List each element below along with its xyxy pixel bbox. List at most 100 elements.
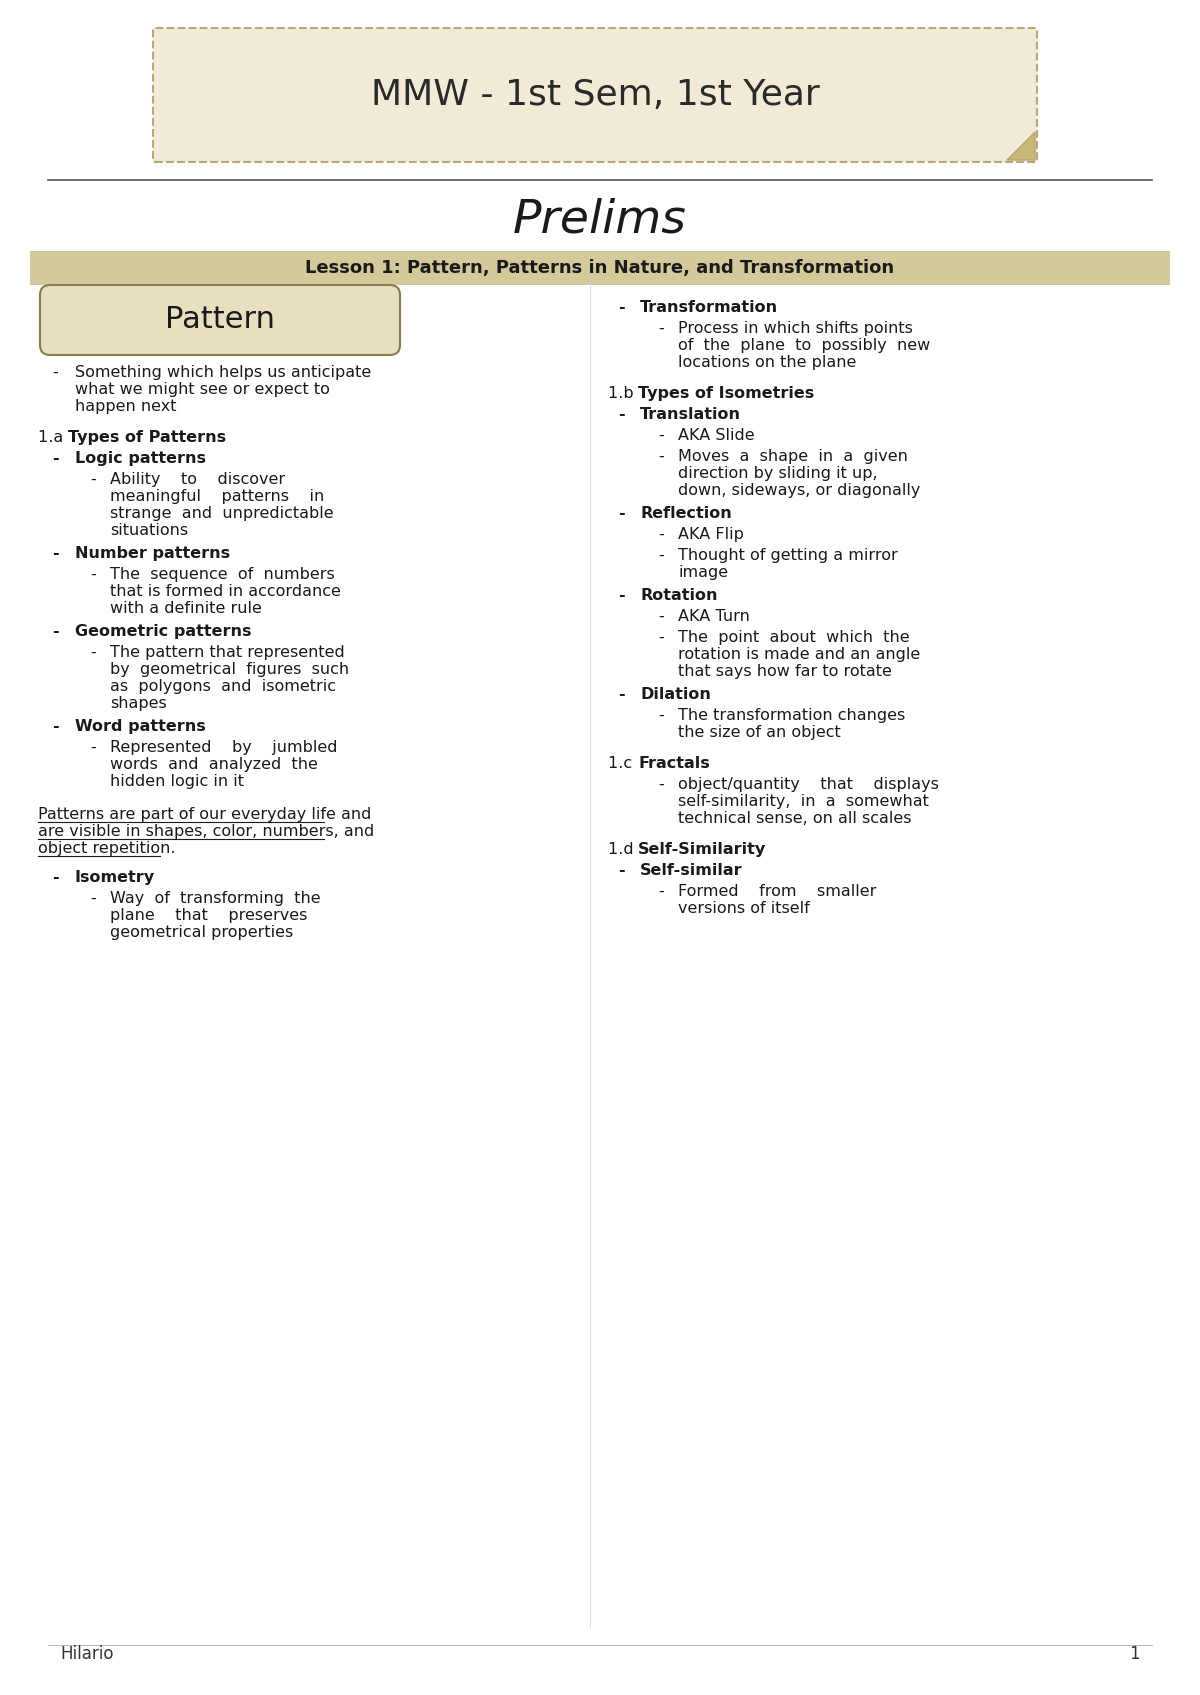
Text: -: - [52,451,59,466]
Text: -: - [658,631,664,646]
Text: Dilation: Dilation [640,686,710,702]
Text: The  sequence  of  numbers: The sequence of numbers [110,568,335,581]
Text: -: - [618,863,625,878]
Text: -: - [90,892,96,907]
Text: with a definite rule: with a definite rule [110,602,262,615]
Text: versions of itself: versions of itself [678,902,810,915]
Text: locations on the plane: locations on the plane [678,354,857,370]
Text: AKA Flip: AKA Flip [678,527,744,542]
Text: 1.c: 1.c [608,756,637,771]
Text: Word patterns: Word patterns [74,719,205,734]
Text: situations: situations [110,524,188,537]
Text: -: - [52,546,59,561]
Text: -: - [658,449,664,464]
Text: Patterns are part of our everyday life and: Patterns are part of our everyday life a… [38,807,371,822]
Text: The pattern that represented: The pattern that represented [110,646,344,659]
Polygon shape [1007,132,1034,159]
Text: 1.b: 1.b [608,386,638,402]
Text: -: - [52,624,59,639]
Text: Hilario: Hilario [60,1646,114,1663]
Text: 1: 1 [1129,1646,1140,1663]
Text: what we might see or expect to: what we might see or expect to [74,381,330,397]
Text: Pattern: Pattern [166,305,275,334]
Text: hidden logic in it: hidden logic in it [110,775,244,788]
Text: Translation: Translation [640,407,742,422]
Text: -: - [618,686,625,702]
Text: happen next: happen next [74,398,176,414]
Text: Types of Patterns: Types of Patterns [68,431,226,446]
Text: -: - [90,568,96,581]
Text: Formed    from    smaller: Formed from smaller [678,885,876,898]
Text: shapes: shapes [110,697,167,710]
Text: strange  and  unpredictable: strange and unpredictable [110,507,334,520]
Text: -: - [52,719,59,734]
Text: The  point  about  which  the: The point about which the [678,631,910,646]
Text: Something which helps us anticipate: Something which helps us anticipate [74,364,371,380]
FancyBboxPatch shape [154,29,1037,163]
FancyBboxPatch shape [40,285,400,354]
FancyBboxPatch shape [30,251,1170,285]
Text: object/quantity    that    displays: object/quantity that displays [678,776,938,792]
Text: -: - [618,407,625,422]
Text: AKA Turn: AKA Turn [678,609,750,624]
Text: Isometry: Isometry [74,870,155,885]
Text: -: - [658,776,664,792]
Text: Thought of getting a mirror: Thought of getting a mirror [678,547,898,563]
Text: geometrical properties: geometrical properties [110,925,293,941]
Text: Process in which shifts points: Process in which shifts points [678,320,913,336]
Text: the size of an object: the size of an object [678,725,841,741]
Text: Lesson 1: Pattern, Patterns in Nature, and Transformation: Lesson 1: Pattern, Patterns in Nature, a… [306,259,894,276]
Text: Number patterns: Number patterns [74,546,230,561]
Text: Way  of  transforming  the: Way of transforming the [110,892,320,907]
Text: are visible in shapes, color, numbers, and: are visible in shapes, color, numbers, a… [38,824,374,839]
Text: -: - [52,364,58,380]
Text: Self-similar: Self-similar [640,863,743,878]
Text: plane    that    preserves: plane that preserves [110,909,307,924]
Text: -: - [618,300,625,315]
Text: meaningful    patterns    in: meaningful patterns in [110,488,324,503]
Text: -: - [658,429,664,442]
Text: Transformation: Transformation [640,300,778,315]
Text: -: - [618,507,625,520]
Text: that is formed in accordance: that is formed in accordance [110,585,341,598]
Text: MMW - 1st Sem, 1st Year: MMW - 1st Sem, 1st Year [371,78,820,112]
Text: as  polygons  and  isometric: as polygons and isometric [110,680,336,693]
Text: Represented    by    jumbled: Represented by jumbled [110,741,337,754]
Text: -: - [90,471,96,486]
Text: direction by sliding it up,: direction by sliding it up, [678,466,877,481]
Text: -: - [52,870,59,885]
Text: Ability    to    discover: Ability to discover [110,471,286,486]
Text: AKA Slide: AKA Slide [678,429,755,442]
Text: that says how far to rotate: that says how far to rotate [678,664,892,680]
Text: Geometric patterns: Geometric patterns [74,624,252,639]
Text: Reflection: Reflection [640,507,732,520]
Text: -: - [658,885,664,898]
Text: -: - [658,320,664,336]
Text: -: - [90,741,96,754]
Text: Moves  a  shape  in  a  given: Moves a shape in a given [678,449,908,464]
Text: Logic patterns: Logic patterns [74,451,206,466]
Text: The transformation changes: The transformation changes [678,709,905,724]
Text: self-similarity,  in  a  somewhat: self-similarity, in a somewhat [678,793,929,809]
Text: Fractals: Fractals [638,756,709,771]
Text: -: - [658,547,664,563]
Text: rotation is made and an angle: rotation is made and an angle [678,647,920,663]
Text: -: - [618,588,625,603]
Text: -: - [658,709,664,724]
Text: 1.d: 1.d [608,842,638,858]
Text: Self-Similarity: Self-Similarity [638,842,767,858]
Text: image: image [678,564,728,580]
Text: -: - [90,646,96,659]
Text: -: - [658,527,664,542]
Text: -: - [658,609,664,624]
Text: technical sense, on all scales: technical sense, on all scales [678,810,912,825]
Text: object repetition.: object repetition. [38,841,175,856]
Text: Prelims: Prelims [514,198,686,242]
Text: down, sideways, or diagonally: down, sideways, or diagonally [678,483,920,498]
Text: of  the  plane  to  possibly  new: of the plane to possibly new [678,337,930,353]
Text: Rotation: Rotation [640,588,718,603]
Text: Types of Isometries: Types of Isometries [638,386,815,402]
Text: words  and  analyzed  the: words and analyzed the [110,758,318,771]
Text: 1.a: 1.a [38,431,68,446]
Text: by  geometrical  figures  such: by geometrical figures such [110,663,349,676]
